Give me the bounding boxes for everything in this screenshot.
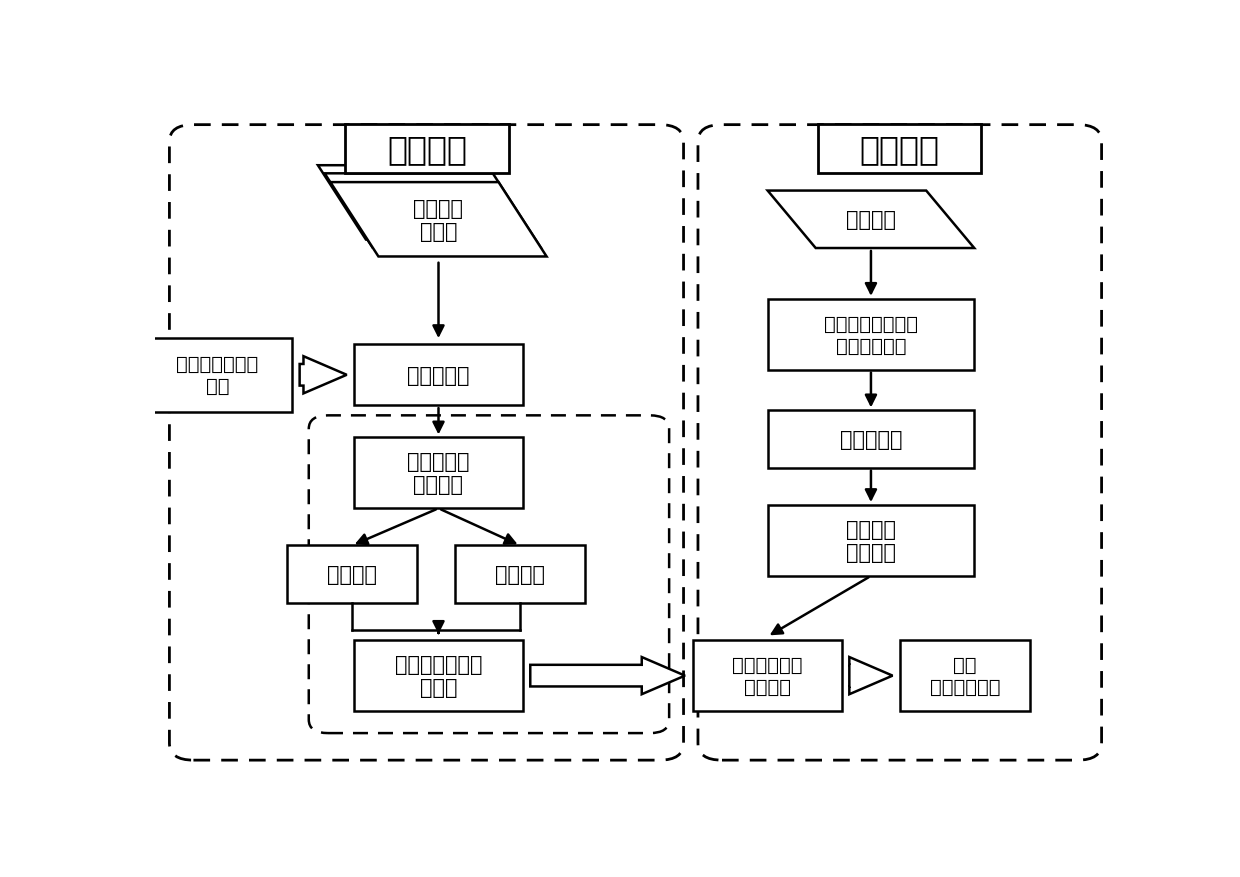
Text: 输出
用户认知结果: 输出 用户认知结果 [930, 655, 1001, 696]
Bar [455, 545, 585, 603]
Text: 测试阶段: 测试阶段 [859, 132, 940, 166]
Text: 数据预处理: 数据预处理 [407, 366, 470, 385]
Text: 时域、频域、空域
维度特征提取: 时域、频域、空域 维度特征提取 [823, 314, 918, 355]
Text: 参数学习: 参数学习 [495, 565, 546, 585]
Bar [768, 299, 975, 370]
Bar [288, 545, 417, 603]
Polygon shape [300, 357, 347, 394]
Bar [900, 640, 1030, 711]
Text: 离散化处理: 离散化处理 [839, 430, 903, 450]
Text: 测试信号: 测试信号 [846, 210, 897, 230]
Bar [768, 505, 975, 576]
Text: 结构学习: 结构学习 [327, 565, 377, 585]
Polygon shape [330, 183, 547, 257]
Polygon shape [849, 657, 893, 695]
Bar [768, 410, 975, 468]
Bar [355, 345, 522, 406]
Text: 基于先验和聚类
方法: 基于先验和聚类 方法 [176, 355, 259, 396]
Polygon shape [768, 191, 975, 249]
Bar [355, 438, 522, 509]
Text: 特征集合
作为输入: 特征集合 作为输入 [846, 519, 897, 562]
Text: 贝叶斯网络
模型训练: 贝叶斯网络 模型训练 [407, 452, 470, 495]
Bar [818, 125, 982, 174]
Polygon shape [317, 166, 534, 240]
Bar [355, 640, 522, 711]
Polygon shape [325, 175, 541, 248]
Bar [345, 125, 508, 174]
Text: 构造贝叶斯网络
分类器: 构造贝叶斯网络 分类器 [394, 654, 482, 697]
Text: 贝叶斯网络分
类器推理: 贝叶斯网络分 类器推理 [732, 655, 802, 696]
Text: 通信信号
训练集: 通信信号 训练集 [413, 198, 464, 242]
Bar [143, 339, 291, 412]
Text: 训练阶段: 训练阶段 [387, 132, 467, 166]
Polygon shape [531, 657, 684, 695]
Bar [693, 640, 842, 711]
